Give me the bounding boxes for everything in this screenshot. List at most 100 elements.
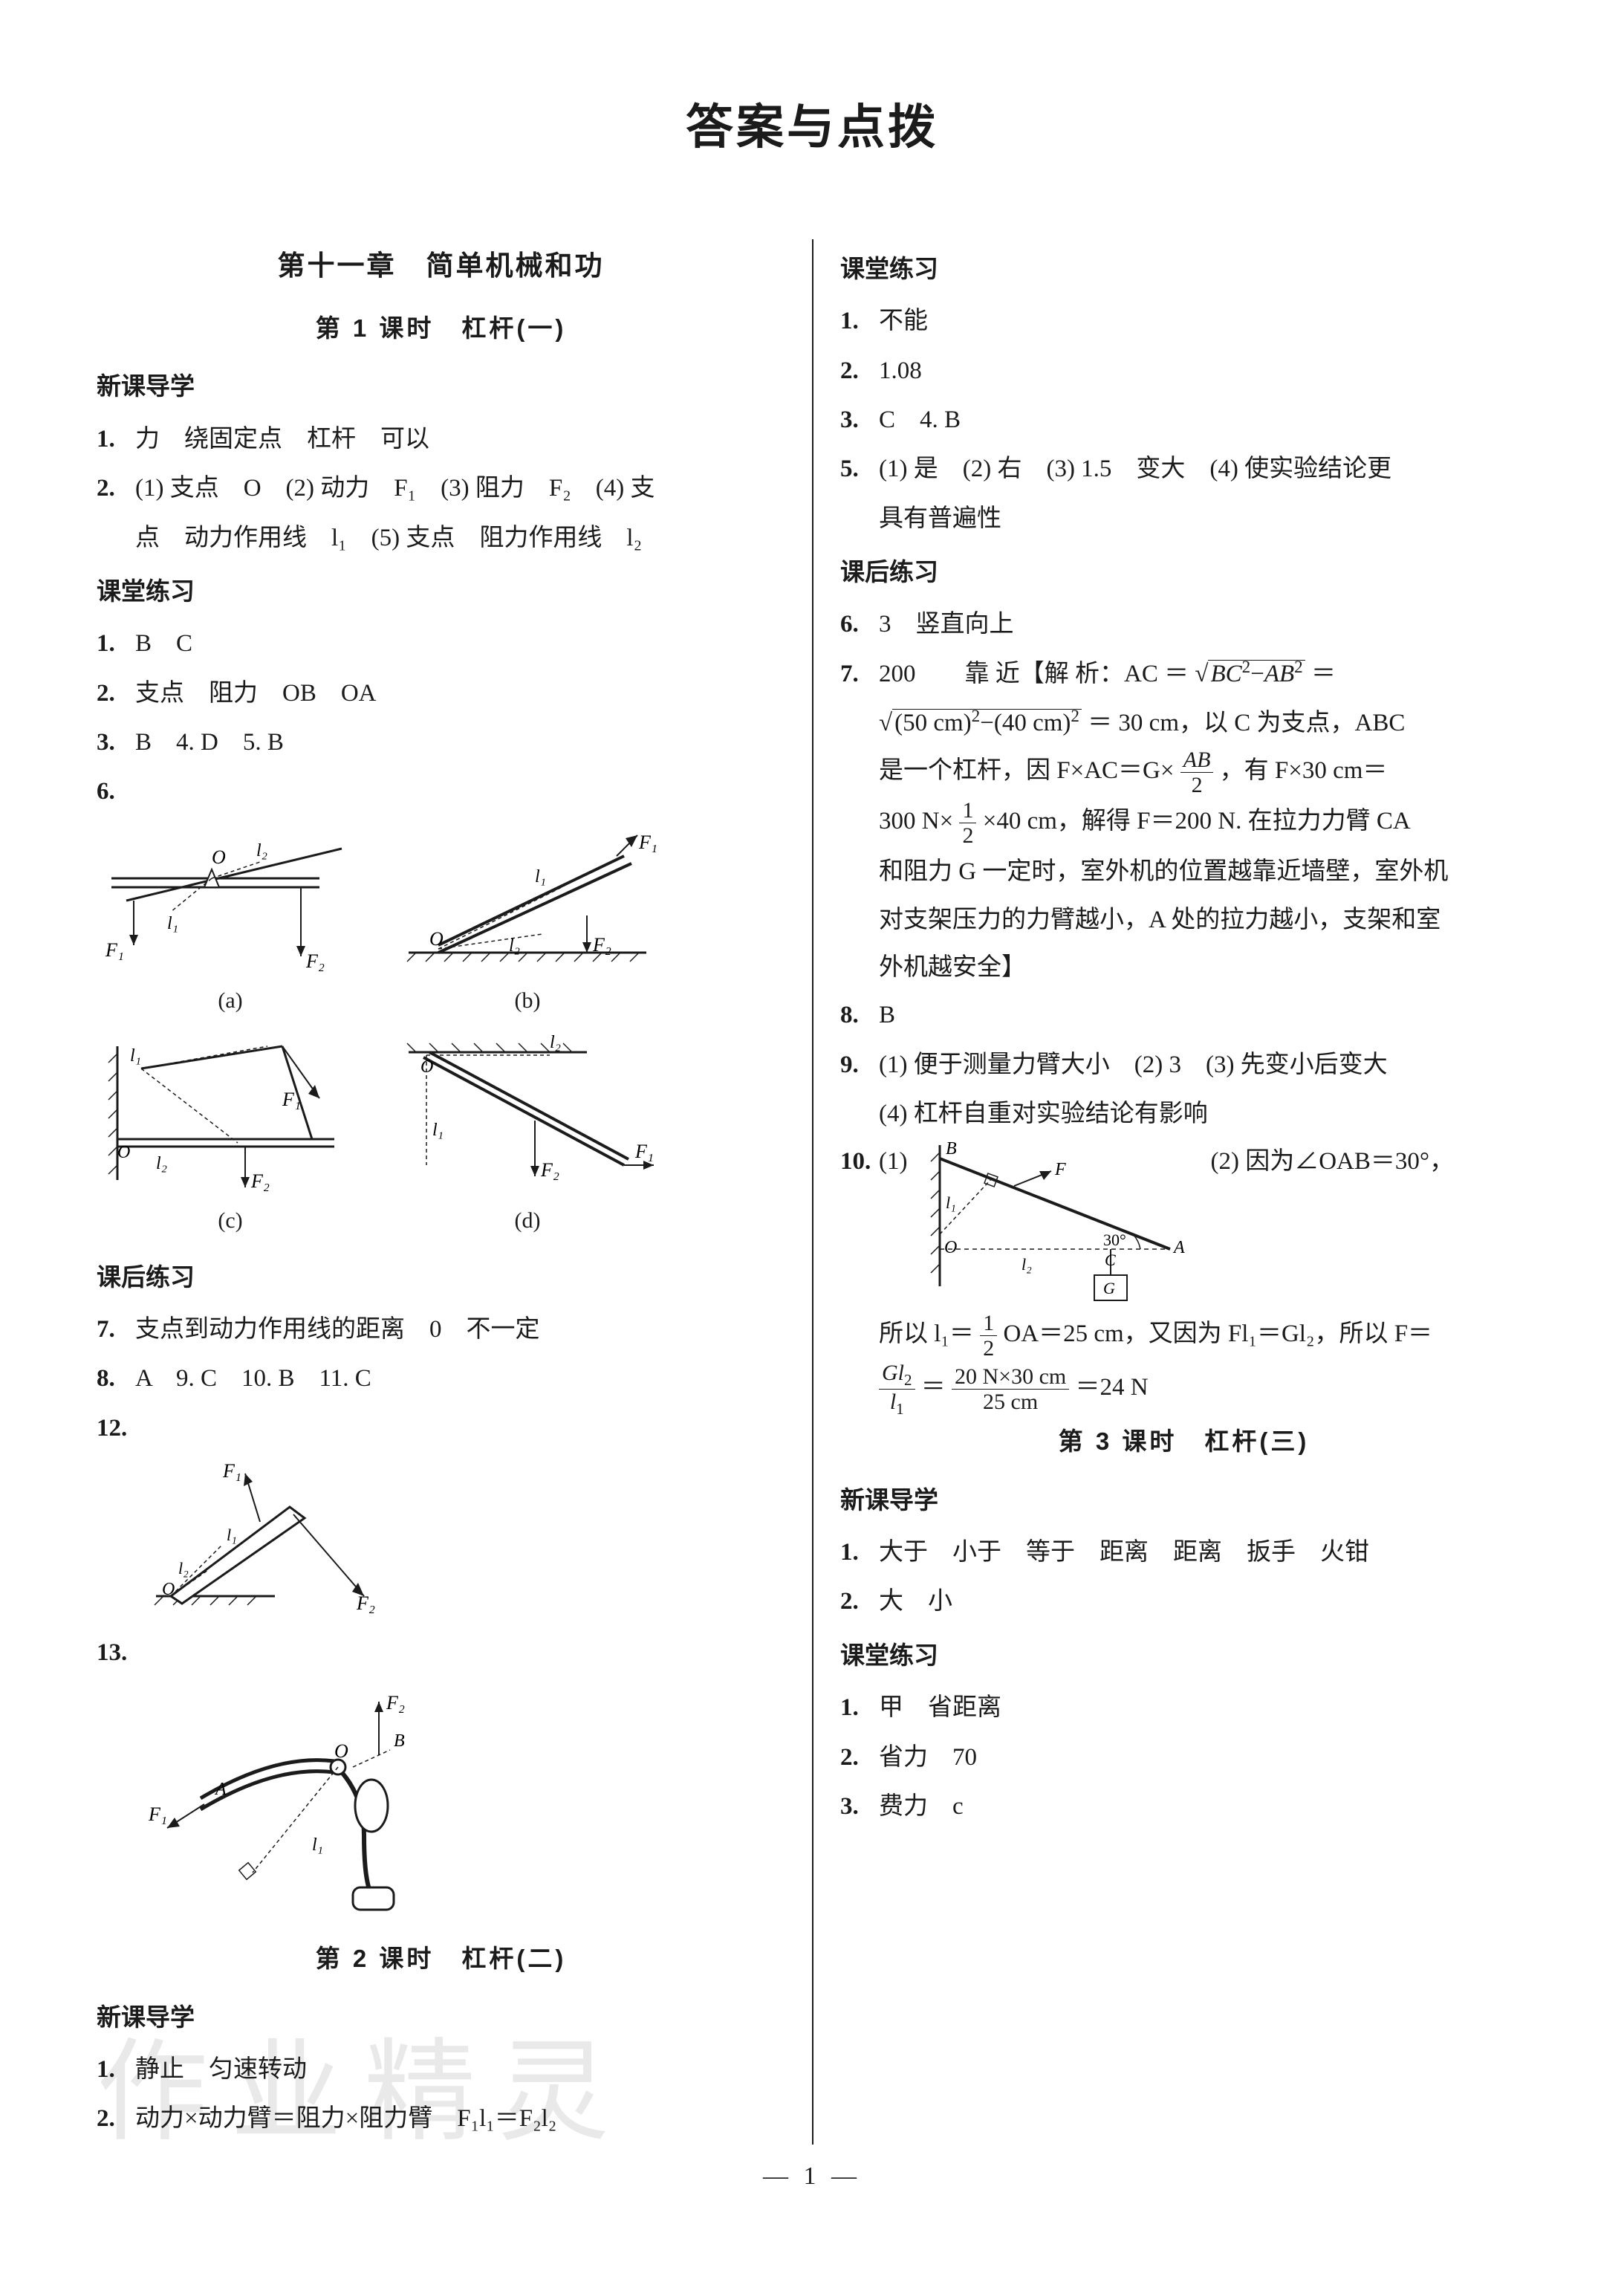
svg-text:O: O xyxy=(420,1057,433,1077)
item: 5.(1) 是 (2) 右 (3) 1.5 变大 (4) 使实验结论更 xyxy=(840,445,1527,493)
item-body: C 4. B xyxy=(879,396,1527,444)
item-body: A 9. C 10. B 11. C xyxy=(135,1355,785,1402)
item: 9.(1) 便于测量力臂大小 (2) 3 (3) 先变小后变大 xyxy=(840,1041,1527,1089)
item-num: 1. xyxy=(840,297,879,345)
item-body: (1) 支点 O (2) 动力 F₁ (3) 阻力 F₂ (4) 支 xyxy=(135,464,785,512)
svg-text:A: A xyxy=(214,1780,227,1799)
item: 8.B xyxy=(840,991,1527,1039)
two-column-layout: 第十一章 简单机械和功 第 1 课时 杠杆(一) 新课导学 1. 力 绕固定点 … xyxy=(97,239,1527,2145)
text: 200 靠 近【解 析：AC ＝ xyxy=(879,661,1195,687)
svg-text:A: A xyxy=(1172,1238,1185,1257)
item: 2.支点 阻力 OB OA xyxy=(97,670,785,717)
item-body: 大 小 xyxy=(879,1578,1527,1625)
item-num: 3. xyxy=(840,1783,879,1830)
item-7-line4: 300 N× 12 ×40 cm，解得 F＝200 N. 在拉力力臂 CA xyxy=(840,797,1527,848)
item-num: 1. xyxy=(97,620,135,667)
svg-text:F₁: F₁ xyxy=(638,832,657,853)
item-num: 6. xyxy=(840,600,879,648)
item: 2.动力×动力臂＝阻力×阻力臂 F₁l₁＝F₂l₂ xyxy=(97,2095,785,2142)
section-kehoulianxi: 课后练习 xyxy=(840,548,1527,596)
item-num: 1. xyxy=(97,415,135,463)
item-body: 大于 小于 等于 距离 距离 扳手 火钳 xyxy=(879,1529,1527,1576)
item: 2.1.08 xyxy=(840,347,1527,395)
item: 7.支点到动力作用线的距离 0 不一定 xyxy=(97,1306,785,1353)
svg-text:O: O xyxy=(117,1143,130,1162)
svg-text:F₂: F₂ xyxy=(592,934,611,956)
diagram-b: O F₁ F₂ l₁ l₂ (b) xyxy=(394,826,661,1023)
svg-text:F₂: F₂ xyxy=(356,1592,375,1614)
svg-text:l₁: l₁ xyxy=(946,1193,956,1212)
item: 1.静止 匀速转动 xyxy=(97,2046,785,2093)
caption-d: (d) xyxy=(515,1199,541,1243)
item-10: 10. (1) B A O 30° l₁ xyxy=(840,1138,1527,1309)
page-footer: — 1 — xyxy=(97,2162,1527,2191)
svg-text:30°: 30° xyxy=(1103,1231,1126,1249)
svg-text:F₂: F₂ xyxy=(250,1170,270,1192)
item: 3.C 4. B xyxy=(840,396,1527,444)
item-body: (1) 是 (2) 右 (3) 1.5 变大 (4) 使实验结论更 xyxy=(879,445,1527,493)
item-num: 13. xyxy=(97,1629,135,1676)
svg-text:F₁: F₁ xyxy=(222,1462,241,1482)
item-num: 2. xyxy=(840,1734,879,1781)
text: 300 N× xyxy=(879,808,953,834)
item-10-line2: 所以 l₁＝ 12 OA＝25 cm，又因为 Fl₁＝Gl₂，所以 F＝ xyxy=(840,1310,1527,1361)
svg-text:l₂: l₂ xyxy=(509,936,520,956)
item-body: 不能 xyxy=(879,297,1527,345)
diagram-a: O F₁ F₂ l₁ l₂ (a) xyxy=(97,826,364,1023)
item-body: (1) 便于测量力臂大小 (2) 3 (3) 先变小后变大 xyxy=(879,1041,1527,1089)
text: 所以 l₁＝ xyxy=(879,1320,974,1347)
svg-text:l₁: l₁ xyxy=(130,1046,141,1066)
item-2: 2. (1) 支点 O (2) 动力 F₁ (3) 阻力 F₂ (4) 支 xyxy=(97,464,785,512)
item-num: 7. xyxy=(840,650,879,698)
item-body: 费力 c xyxy=(879,1783,1527,1830)
item-num: 7. xyxy=(97,1306,135,1353)
section-ketanglianxi: 课堂练习 xyxy=(840,245,1527,293)
item-7-line6: 对支架压力的力臂越小，A 处的拉力越小，支架和室 xyxy=(840,896,1527,944)
left-column: 第十一章 简单机械和功 第 1 课时 杠杆(一) 新课导学 1. 力 绕固定点 … xyxy=(97,239,812,2145)
section-ketanglianxi: 课堂练习 xyxy=(840,1632,1527,1679)
item: 2.省力 70 xyxy=(840,1734,1527,1781)
item-12: 12. xyxy=(97,1404,785,1452)
item-body: (1) B A O 30° l₁ F xyxy=(879,1138,1527,1309)
item-body: B C xyxy=(135,620,785,667)
item-7: 7. 200 靠 近【解 析：AC ＝ √BC2−AB2 ＝ xyxy=(840,650,1527,698)
diagram-d: O l₁ l₂ F₂ F₁ (d) xyxy=(394,1031,661,1243)
item-num: 3. xyxy=(840,396,879,444)
lesson3-title: 第 3 课时 杠杆(三) xyxy=(840,1418,1527,1465)
q10-part1: (1) xyxy=(879,1138,907,1185)
caption-a: (a) xyxy=(218,979,242,1023)
text: ＝ 30 cm，以 C 为支点，ABC xyxy=(1082,710,1405,736)
svg-text:l₂: l₂ xyxy=(550,1033,561,1052)
item: 1.不能 xyxy=(840,297,1527,345)
caption-c: (c) xyxy=(218,1199,242,1243)
item-body: 200 靠 近【解 析：AC ＝ √BC2−AB2 ＝ xyxy=(879,650,1527,698)
item-body: 动力×动力臂＝阻力×阻力臂 F₁l₁＝F₂l₂ xyxy=(135,2095,785,2142)
item-body: 1.08 xyxy=(879,347,1527,395)
item-num: 1. xyxy=(97,2046,135,2093)
item-num: 12. xyxy=(97,1404,135,1452)
svg-text:l₁: l₁ xyxy=(535,867,546,886)
svg-text:F₂: F₂ xyxy=(540,1159,559,1181)
lesson1-title: 第 1 课时 杠杆(一) xyxy=(97,305,785,352)
chapter-title: 第十一章 简单机械和功 xyxy=(97,239,785,293)
text: 是一个杠杆，因 F×AC＝G× xyxy=(879,757,1175,784)
item-num: 9. xyxy=(840,1041,879,1089)
item-10-line3: Gl2l1 ＝ 20 N×30 cm25 cm ＝24 N xyxy=(840,1361,1527,1418)
item-num: 5. xyxy=(840,445,879,493)
item-num: 2. xyxy=(97,464,135,512)
item: 8.A 9. C 10. B 11. C xyxy=(97,1355,785,1402)
item-num: 6. xyxy=(97,768,135,815)
item-cont: 具有普遍性 xyxy=(840,495,1527,542)
item-body: 省力 70 xyxy=(879,1734,1527,1781)
item-body: 甲 省距离 xyxy=(879,1684,1527,1731)
svg-text:B: B xyxy=(946,1139,957,1158)
item: 6.3 竖直向上 xyxy=(840,600,1527,648)
item-num: 8. xyxy=(840,991,879,1039)
svg-text:l₁: l₁ xyxy=(167,914,178,933)
svg-text:l₁: l₁ xyxy=(227,1526,237,1544)
item-body: B 4. D 5. B xyxy=(135,719,785,766)
item-num: 2. xyxy=(840,1578,879,1625)
svg-text:F: F xyxy=(1054,1160,1066,1179)
diagram-q13: O B F₂ A F₁ l₁ xyxy=(97,1687,785,1925)
item-6: 6. xyxy=(97,768,785,815)
